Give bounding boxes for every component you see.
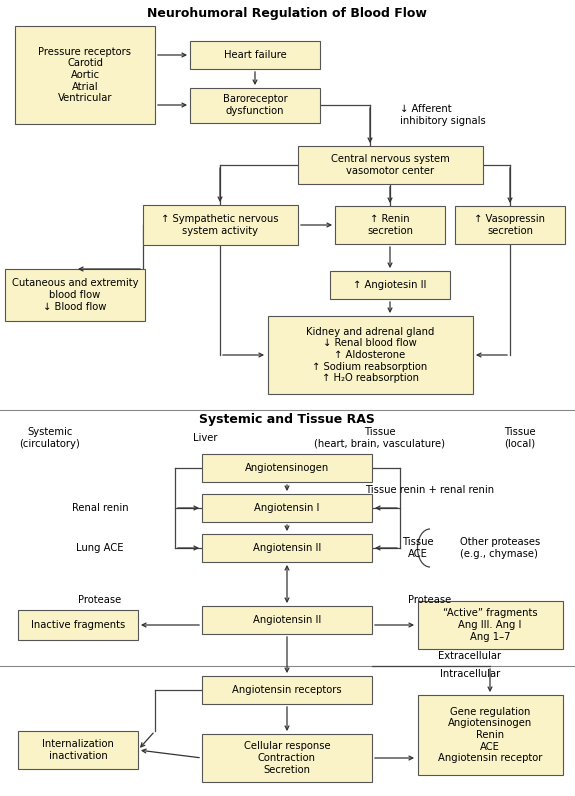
Text: Pressure receptors
Carotid
Aortic
Atrial
Ventricular: Pressure receptors Carotid Aortic Atrial…: [39, 47, 132, 103]
FancyBboxPatch shape: [18, 610, 138, 640]
Text: Tissue
ACE: Tissue ACE: [402, 537, 434, 559]
FancyBboxPatch shape: [202, 454, 372, 482]
Text: Cellular response
Contraction
Secretion: Cellular response Contraction Secretion: [244, 741, 330, 775]
Text: “Active” fragments
Ang III. Ang I
Ang 1–7: “Active” fragments Ang III. Ang I Ang 1–…: [443, 608, 537, 642]
FancyBboxPatch shape: [202, 534, 372, 562]
Text: Tissue
(heart, brain, vasculature): Tissue (heart, brain, vasculature): [315, 427, 446, 449]
FancyBboxPatch shape: [202, 494, 372, 522]
Text: Lung ACE: Lung ACE: [76, 543, 124, 553]
FancyBboxPatch shape: [267, 316, 473, 394]
Text: Extracellular: Extracellular: [439, 651, 501, 661]
FancyBboxPatch shape: [190, 41, 320, 69]
Text: Internalization
inactivation: Internalization inactivation: [42, 739, 114, 761]
Text: ↓ Afferent
inhibitory signals: ↓ Afferent inhibitory signals: [400, 104, 486, 126]
Text: Cutaneous and extremity
blood flow
↓ Blood flow: Cutaneous and extremity blood flow ↓ Blo…: [12, 279, 138, 311]
Text: Liver: Liver: [193, 433, 217, 443]
FancyBboxPatch shape: [190, 88, 320, 123]
Text: Gene regulation
Angiotensinogen
Renin
ACE
Angiotensin receptor: Gene regulation Angiotensinogen Renin AC…: [438, 707, 542, 763]
Text: Tissue renin + renal renin: Tissue renin + renal renin: [366, 485, 494, 495]
Text: Angiotensin II: Angiotensin II: [253, 615, 321, 625]
FancyBboxPatch shape: [202, 734, 372, 782]
Text: Angiotensin II: Angiotensin II: [253, 543, 321, 553]
Text: Renal renin: Renal renin: [72, 503, 128, 513]
Text: ↑ Angiotesin II: ↑ Angiotesin II: [353, 280, 427, 290]
Text: Baroreceptor
dysfunction: Baroreceptor dysfunction: [223, 94, 288, 115]
Text: ↑ Renin
secretion: ↑ Renin secretion: [367, 214, 413, 236]
FancyBboxPatch shape: [15, 26, 155, 124]
FancyBboxPatch shape: [335, 206, 445, 244]
Text: Tissue
(local): Tissue (local): [504, 427, 536, 449]
Text: Protease: Protease: [408, 595, 451, 605]
Text: Kidney and adrenal gland
↓ Renal blood flow
↑ Aldosterone
↑ Sodium reabsorption
: Kidney and adrenal gland ↓ Renal blood f…: [306, 327, 434, 383]
FancyBboxPatch shape: [18, 731, 138, 769]
FancyBboxPatch shape: [202, 676, 372, 704]
Text: ↑ Vasopressin
secretion: ↑ Vasopressin secretion: [474, 214, 546, 236]
FancyBboxPatch shape: [143, 205, 297, 245]
Text: Neurohumoral Regulation of Blood Flow: Neurohumoral Regulation of Blood Flow: [147, 7, 427, 21]
Text: Central nervous system
vasomotor center: Central nervous system vasomotor center: [331, 154, 450, 176]
Text: Intracellular: Intracellular: [440, 669, 500, 679]
FancyBboxPatch shape: [417, 601, 562, 649]
Text: Systemic
(circulatory): Systemic (circulatory): [20, 427, 80, 449]
Text: Systemic and Tissue RAS: Systemic and Tissue RAS: [199, 413, 375, 427]
Text: Other proteases
(e.g., chymase): Other proteases (e.g., chymase): [460, 537, 540, 559]
FancyBboxPatch shape: [202, 606, 372, 634]
FancyBboxPatch shape: [5, 269, 145, 321]
Text: Angiotensin I: Angiotensin I: [254, 503, 320, 513]
FancyBboxPatch shape: [455, 206, 565, 244]
Text: Angiotensin receptors: Angiotensin receptors: [232, 685, 342, 695]
FancyBboxPatch shape: [417, 695, 562, 775]
Text: Protease: Protease: [78, 595, 122, 605]
Text: Inactive fragments: Inactive fragments: [31, 620, 125, 630]
FancyBboxPatch shape: [330, 271, 450, 299]
FancyBboxPatch shape: [297, 146, 482, 184]
Text: ↑ Sympathetic nervous
system activity: ↑ Sympathetic nervous system activity: [161, 214, 279, 236]
Text: Angiotensinogen: Angiotensinogen: [245, 463, 329, 473]
Text: Heart failure: Heart failure: [224, 50, 286, 60]
